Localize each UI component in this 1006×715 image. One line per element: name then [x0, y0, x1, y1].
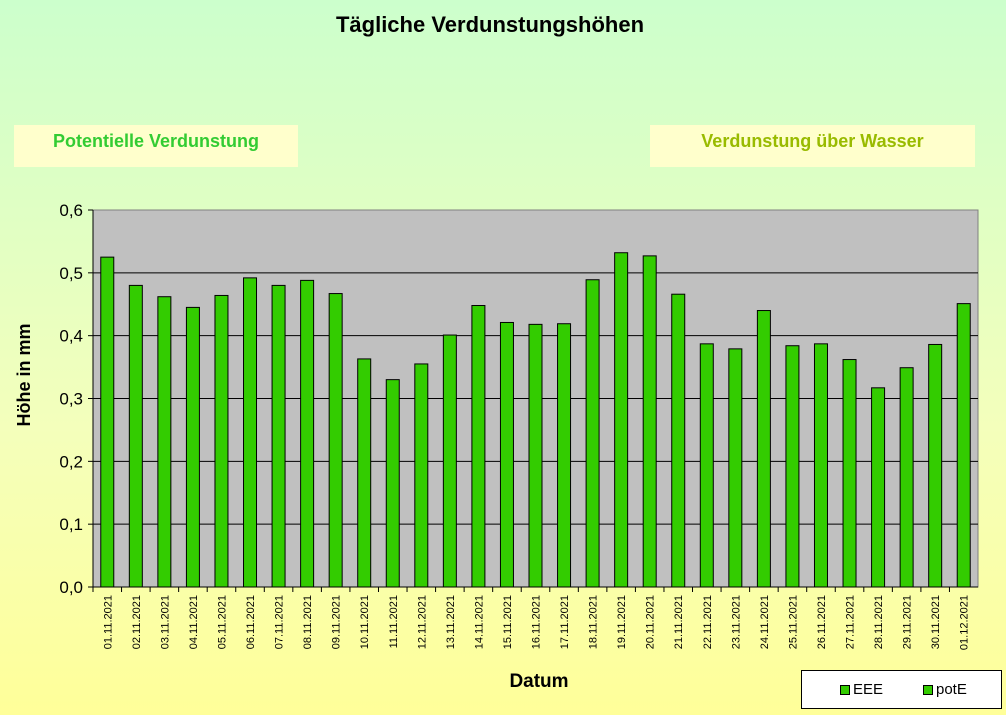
legend: EEE potE: [801, 670, 1002, 709]
bar: [328, 293, 343, 588]
y-tick-label: 0,5: [59, 264, 83, 283]
x-tick-label: 01.12.2021: [959, 595, 971, 650]
x-tick-label: 21.11.2021: [673, 595, 685, 649]
x-tick-label: 13.11.2021: [445, 595, 457, 649]
bar: [499, 321, 514, 588]
bar: [585, 279, 600, 588]
bar: [956, 303, 971, 588]
x-tick-label: 22.11.2021: [702, 595, 714, 649]
x-tick-label: 06.11.2021: [245, 595, 257, 649]
bar: [756, 310, 771, 588]
bar: [442, 334, 457, 588]
x-tick-label: 14.11.2021: [473, 595, 485, 649]
y-tick-label: 0,2: [59, 452, 83, 471]
x-tick-label: 05.11.2021: [216, 595, 228, 649]
x-tick-label: 03.11.2021: [159, 595, 171, 649]
legend-swatch-pote: [923, 685, 933, 696]
y-tick-label: 0,3: [59, 390, 83, 409]
legend-label-pote: potE: [936, 681, 967, 698]
x-tick-label: 09.11.2021: [331, 595, 343, 649]
bar: [300, 279, 315, 588]
bar: [128, 284, 143, 588]
y-tick-label: 0,4: [59, 327, 83, 346]
x-tick-label: 29.11.2021: [902, 595, 914, 649]
bar: [471, 305, 486, 588]
bar: [899, 367, 914, 588]
x-tick-label: 24.11.2021: [759, 595, 771, 649]
bar: [785, 345, 800, 588]
bar: [813, 343, 828, 588]
x-tick-label: 01.11.2021: [102, 595, 114, 649]
x-tick-label: 18.11.2021: [588, 595, 600, 649]
y-tick-label: 0,0: [59, 578, 83, 597]
bar: [100, 256, 115, 588]
bar: [842, 359, 857, 588]
x-tick-label: 15.11.2021: [502, 595, 514, 649]
x-tick-label: 25.11.2021: [787, 595, 799, 649]
x-tick-label: 27.11.2021: [845, 595, 857, 649]
panel-water-evaporation: Verdunstung über Wasser: [650, 125, 975, 167]
y-axis-label: Höhe in mm: [14, 323, 34, 426]
x-tick-label: 07.11.2021: [274, 595, 286, 649]
bar: [728, 348, 743, 588]
x-tick-label: 30.11.2021: [930, 595, 942, 649]
legend-swatch-eee: [840, 685, 850, 696]
bar: [871, 387, 886, 588]
x-tick-label: 23.11.2021: [730, 595, 742, 649]
x-tick-label: 08.11.2021: [302, 595, 314, 649]
x-tick-label: 16.11.2021: [531, 595, 543, 649]
x-tick-label: 11.11.2021: [388, 595, 400, 648]
x-tick-label: 17.11.2021: [559, 595, 571, 649]
bar: [185, 306, 200, 588]
chart-title: Tägliche Verdunstungshöhen: [335, 12, 645, 37]
bar: [214, 294, 229, 588]
bar: [614, 252, 629, 588]
legend-item-eee: EEE: [840, 681, 883, 698]
x-tick-label: 19.11.2021: [616, 595, 628, 649]
x-axis-label: Datum: [509, 671, 568, 692]
bar: [642, 255, 657, 588]
y-tick-label: 0,1: [59, 515, 83, 534]
x-tick-label: 12.11.2021: [416, 595, 428, 649]
bar: [414, 363, 429, 588]
bar: [699, 343, 714, 588]
x-tick-label: 04.11.2021: [188, 595, 200, 649]
x-tick-label: 28.11.2021: [873, 595, 885, 649]
panel-potential-evaporation: Potentielle Verdunstung: [14, 125, 298, 167]
x-tick-label: 10.11.2021: [359, 595, 371, 649]
legend-item-pote: potE: [923, 681, 967, 698]
bar: [928, 343, 943, 588]
bar: [157, 296, 172, 588]
bar: [671, 293, 686, 588]
x-tick-label: 20.11.2021: [645, 595, 657, 649]
bar: [528, 323, 543, 588]
x-tick-label: 02.11.2021: [131, 595, 143, 649]
bar: [271, 284, 286, 588]
bar: [557, 323, 572, 588]
legend-label-eee: EEE: [853, 681, 884, 698]
y-tick-label: 0,6: [59, 201, 83, 220]
bar: [357, 358, 372, 588]
x-tick-label: 26.11.2021: [816, 595, 828, 649]
bar: [385, 379, 400, 588]
bar: [243, 277, 258, 588]
